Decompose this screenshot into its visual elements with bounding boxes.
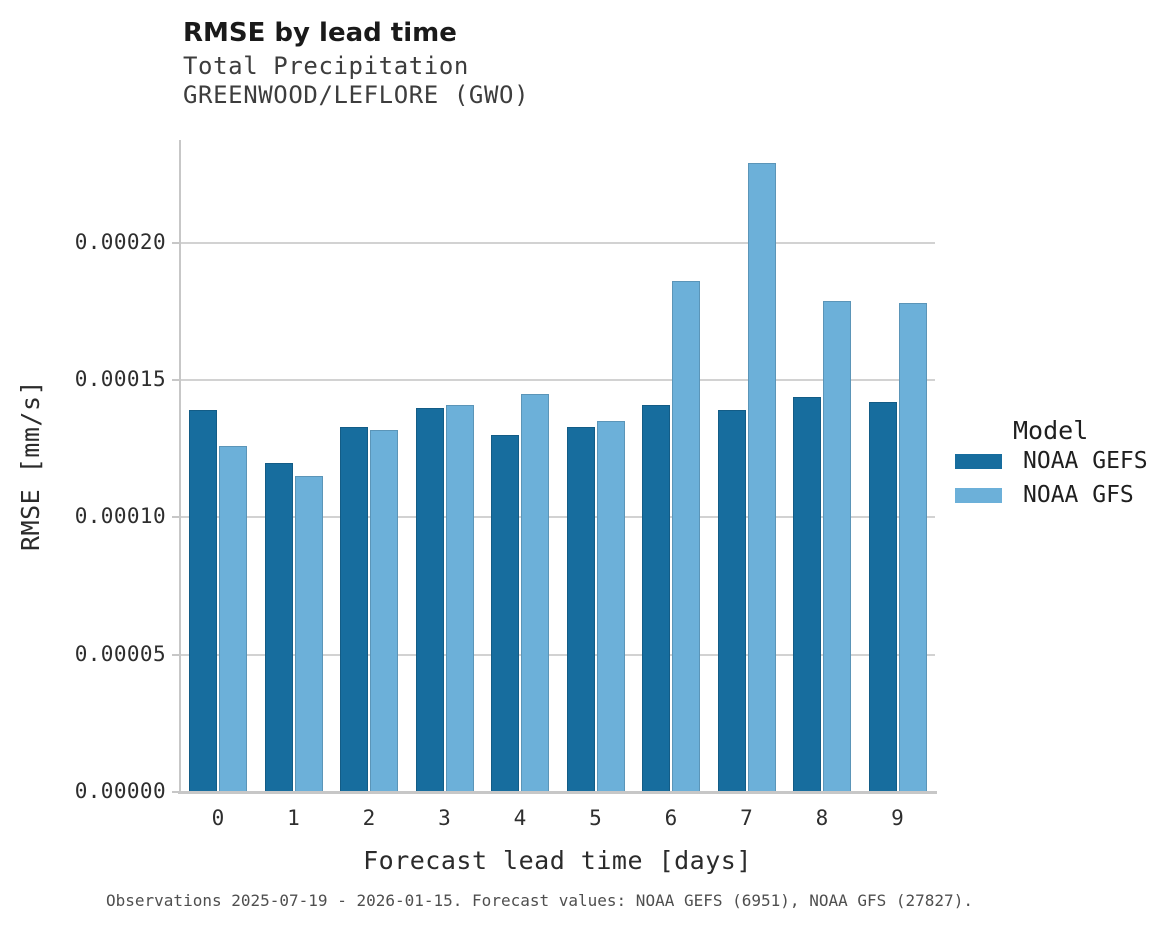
bar-noaa-gfs-day-5 <box>596 421 625 792</box>
gridline-y-0.00005 <box>180 653 935 656</box>
y-tick-mark-0.00005 <box>172 653 179 656</box>
y-tick-label-0.00020: 0.00020 <box>74 229 166 254</box>
bar-noaa-gfs-day-2 <box>370 429 398 792</box>
y-axis-spine <box>179 140 181 794</box>
x-axis-label: Forecast lead time [days] <box>363 846 752 875</box>
chart-subtitle-station: GREENWOOD/LEFLORE (GWO) <box>183 81 530 109</box>
legend-swatch-noaa-gefs <box>955 453 1002 469</box>
y-axis-label: RMSE [mm/s] <box>16 379 45 551</box>
chart-subtitle-variable: Total Precipitation <box>183 52 469 80</box>
bar-noaa-gefs-day-7 <box>717 410 746 792</box>
bar-noaa-gefs-day-4 <box>491 435 519 792</box>
legend-item-noaa-gfs: NOAA GFS <box>955 482 1134 508</box>
gridline-y-0.00020 <box>180 241 935 244</box>
x-tick-label-8: 8 <box>815 806 829 830</box>
y-tick-label-0.00010: 0.00010 <box>74 504 166 529</box>
x-tick-label-0: 0 <box>211 806 225 830</box>
bar-noaa-gefs-day-2 <box>340 426 368 792</box>
x-tick-label-9: 9 <box>891 806 904 830</box>
bar-noaa-gfs-day-6 <box>672 281 700 792</box>
legend-swatch-noaa-gfs <box>955 487 1002 503</box>
legend-item-noaa-gefs: NOAA GEFS <box>955 448 1148 474</box>
bar-noaa-gefs-day-1 <box>264 462 293 792</box>
gridline-y-0.00015 <box>180 379 935 382</box>
x-tick-label-7: 7 <box>740 806 753 830</box>
y-tick-mark-0.00020 <box>172 241 179 244</box>
bar-noaa-gefs-day-0 <box>189 410 217 792</box>
bar-noaa-gfs-day-1 <box>294 476 323 792</box>
legend-label: NOAA GEFS <box>1023 448 1148 474</box>
y-tick-label-0.00000: 0.00000 <box>74 779 166 803</box>
bar-noaa-gfs-day-3 <box>445 404 474 792</box>
y-tick-mark-0.00015 <box>172 379 179 382</box>
plot-area <box>178 140 937 794</box>
y-tick-mark-0.00000 <box>172 791 179 793</box>
x-tick-label-3: 3 <box>438 806 451 830</box>
chart-title: RMSE by lead time <box>183 18 457 48</box>
bar-noaa-gefs-day-9 <box>868 402 897 792</box>
bar-noaa-gfs-day-7 <box>747 163 776 792</box>
bar-noaa-gfs-day-9 <box>898 303 927 792</box>
y-tick-label-0.00005: 0.00005 <box>74 641 166 666</box>
x-tick-label-5: 5 <box>589 806 602 830</box>
bar-noaa-gefs-day-3 <box>415 407 444 792</box>
y-tick-label-0.00015: 0.00015 <box>74 367 166 392</box>
bar-noaa-gfs-day-4 <box>521 393 549 792</box>
bar-noaa-gefs-day-6 <box>642 404 670 792</box>
bar-noaa-gefs-day-5 <box>566 426 595 792</box>
legend-title: Model <box>1013 416 1089 445</box>
bar-noaa-gfs-day-0 <box>219 446 247 792</box>
footer-caption: Observations 2025-07-19 - 2026-01-15. Fo… <box>106 891 973 910</box>
x-tick-label-6: 6 <box>664 806 678 830</box>
bar-noaa-gfs-day-8 <box>823 300 851 792</box>
x-axis-spine <box>178 791 937 794</box>
x-tick-label-4: 4 <box>513 806 527 830</box>
legend-label: NOAA GFS <box>1023 482 1134 508</box>
y-tick-mark-0.00010 <box>172 516 179 519</box>
x-tick-label-1: 1 <box>287 806 300 830</box>
gridline-y-0.00010 <box>180 516 935 519</box>
bar-noaa-gefs-day-8 <box>793 396 821 792</box>
x-tick-label-2: 2 <box>362 806 376 830</box>
